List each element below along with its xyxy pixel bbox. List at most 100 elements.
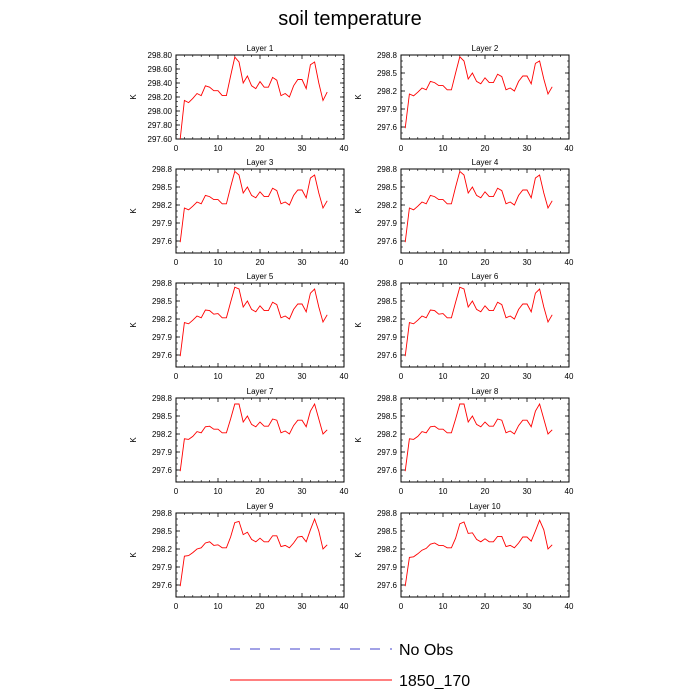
y-tick-label: 298.5	[152, 183, 173, 192]
y-axis-label: K	[129, 437, 138, 443]
y-axis-label: K	[354, 437, 363, 443]
y-tick-label: 298.8	[152, 394, 173, 403]
x-tick-label: 20	[256, 372, 265, 381]
x-tick-label: 10	[439, 372, 448, 381]
y-tick-label: 298.8	[152, 279, 173, 288]
y-tick-label: 298.2	[377, 87, 398, 96]
y-tick-label: 298.2	[377, 430, 398, 439]
x-tick-label: 10	[214, 144, 223, 153]
y-tick-label: 297.9	[377, 563, 398, 572]
layer-panel: Layer 1 K 0 10 20 30 40 297.60 297.80 298.00 298.2…	[129, 44, 349, 153]
x-tick-label: 20	[481, 144, 490, 153]
y-tick-label: 297.6	[152, 466, 173, 475]
layer-panel: Layer 5 K 0 10 20 30 40 297.6 297.9 298.2 298.5 298…	[129, 272, 349, 381]
y-tick-label: 298.2	[152, 201, 173, 210]
chart-title: soil temperature	[278, 8, 422, 30]
x-tick-label: 40	[340, 487, 349, 496]
y-axis-label: K	[354, 552, 363, 558]
x-tick-label: 20	[481, 372, 490, 381]
y-tick-label: 298.8	[377, 509, 398, 518]
x-tick-label: 0	[399, 144, 404, 153]
y-tick-label: 298.8	[377, 394, 398, 403]
panel-title: Layer 5	[247, 272, 274, 281]
y-axis-label: K	[129, 552, 138, 558]
x-tick-label: 10	[439, 487, 448, 496]
x-tick-label: 20	[481, 487, 490, 496]
y-tick-label: 297.60	[148, 135, 173, 144]
y-tick-label: 298.5	[377, 183, 398, 192]
layer-panel: Layer 2 K 0 10 20 30 40 297.6 297.9 298.2 298.5 298…	[354, 44, 574, 153]
y-tick-label: 297.9	[377, 219, 398, 228]
y-tick-label: 298.5	[152, 412, 173, 421]
x-tick-label: 30	[298, 602, 307, 611]
y-tick-label: 298.5	[377, 527, 398, 536]
layer-panel: Layer 8 K 0 10 20 30 40 297.6 297.9 298.2 298.5 298…	[354, 387, 574, 496]
x-tick-label: 30	[523, 372, 532, 381]
series-line-1850-170	[179, 402, 328, 472]
x-tick-label: 40	[565, 372, 574, 381]
x-tick-label: 0	[174, 372, 179, 381]
x-tick-label: 40	[565, 602, 574, 611]
series-line-1850-170	[179, 170, 328, 243]
y-tick-label: 298.2	[377, 201, 398, 210]
y-tick-label: 298.2	[152, 430, 173, 439]
x-tick-label: 0	[399, 487, 404, 496]
layer-panel: Layer 3 K 0 10 20 30 40 297.6 297.9 298.2 298.5 298…	[129, 158, 349, 267]
x-tick-label: 0	[174, 487, 179, 496]
plot-frame	[400, 168, 570, 254]
series-line-1850-170	[404, 286, 553, 357]
y-tick-label: 298.8	[377, 279, 398, 288]
y-axis-label: K	[129, 208, 138, 214]
x-tick-label: 30	[298, 487, 307, 496]
layer-panel: Layer 4 K 0 10 20 30 40 297.6 297.9 298.2 298.5 298…	[354, 158, 574, 267]
x-tick-label: 10	[439, 602, 448, 611]
panel-title: Layer 1	[247, 44, 274, 53]
x-tick-label: 0	[399, 258, 404, 267]
panel-title: Layer 2	[472, 44, 499, 53]
y-tick-label: 297.9	[377, 448, 398, 457]
y-axis-label: K	[129, 322, 138, 328]
layer-panel: Layer 9 K 0 10 20 30 40 297.6 297.9 298.2 298.5 298…	[129, 502, 349, 611]
layer-panel: Layer 7 K 0 10 20 30 40 297.6 297.9 298.2 298.5 298…	[129, 387, 349, 496]
y-tick-label: 297.9	[152, 563, 173, 572]
x-tick-label: 40	[340, 372, 349, 381]
y-tick-label: 298.2	[377, 545, 398, 554]
plot-frame	[400, 54, 570, 140]
plot-frame	[175, 282, 345, 368]
y-tick-label: 297.9	[152, 219, 173, 228]
y-axis-label: K	[129, 94, 138, 100]
y-tick-label: 297.9	[377, 105, 398, 114]
panel-title: Layer 3	[247, 158, 274, 167]
y-tick-label: 297.6	[377, 581, 398, 590]
x-tick-label: 30	[523, 258, 532, 267]
y-tick-label: 297.6	[377, 237, 398, 246]
panel-title: Layer 6	[472, 272, 499, 281]
x-tick-label: 10	[214, 602, 223, 611]
x-tick-label: 10	[439, 144, 448, 153]
y-tick-label: 298.20	[148, 93, 173, 102]
x-tick-label: 0	[174, 144, 179, 153]
plot-frame	[175, 397, 345, 483]
x-tick-label: 40	[565, 258, 574, 267]
y-tick-label: 297.9	[152, 333, 173, 342]
x-tick-label: 40	[340, 258, 349, 267]
y-tick-label: 298.8	[152, 165, 173, 174]
y-tick-label: 297.6	[377, 123, 398, 132]
panel-title: Layer 10	[469, 502, 501, 511]
y-axis-label: K	[354, 322, 363, 328]
series-line-1850-170	[179, 286, 328, 357]
x-tick-label: 0	[399, 602, 404, 611]
x-tick-label: 0	[399, 372, 404, 381]
x-tick-label: 0	[174, 258, 179, 267]
x-tick-label: 40	[565, 144, 574, 153]
y-tick-label: 298.5	[377, 69, 398, 78]
layer-panel: Layer 10 K 0 10 20 30 40 297.6 297.9 298.2 298.5 29…	[354, 502, 574, 611]
x-tick-label: 30	[523, 487, 532, 496]
y-tick-label: 297.6	[377, 466, 398, 475]
x-tick-label: 20	[256, 258, 265, 267]
x-tick-label: 10	[439, 258, 448, 267]
x-tick-label: 40	[340, 602, 349, 611]
x-tick-label: 30	[523, 602, 532, 611]
series-line-1850-170	[179, 517, 328, 587]
